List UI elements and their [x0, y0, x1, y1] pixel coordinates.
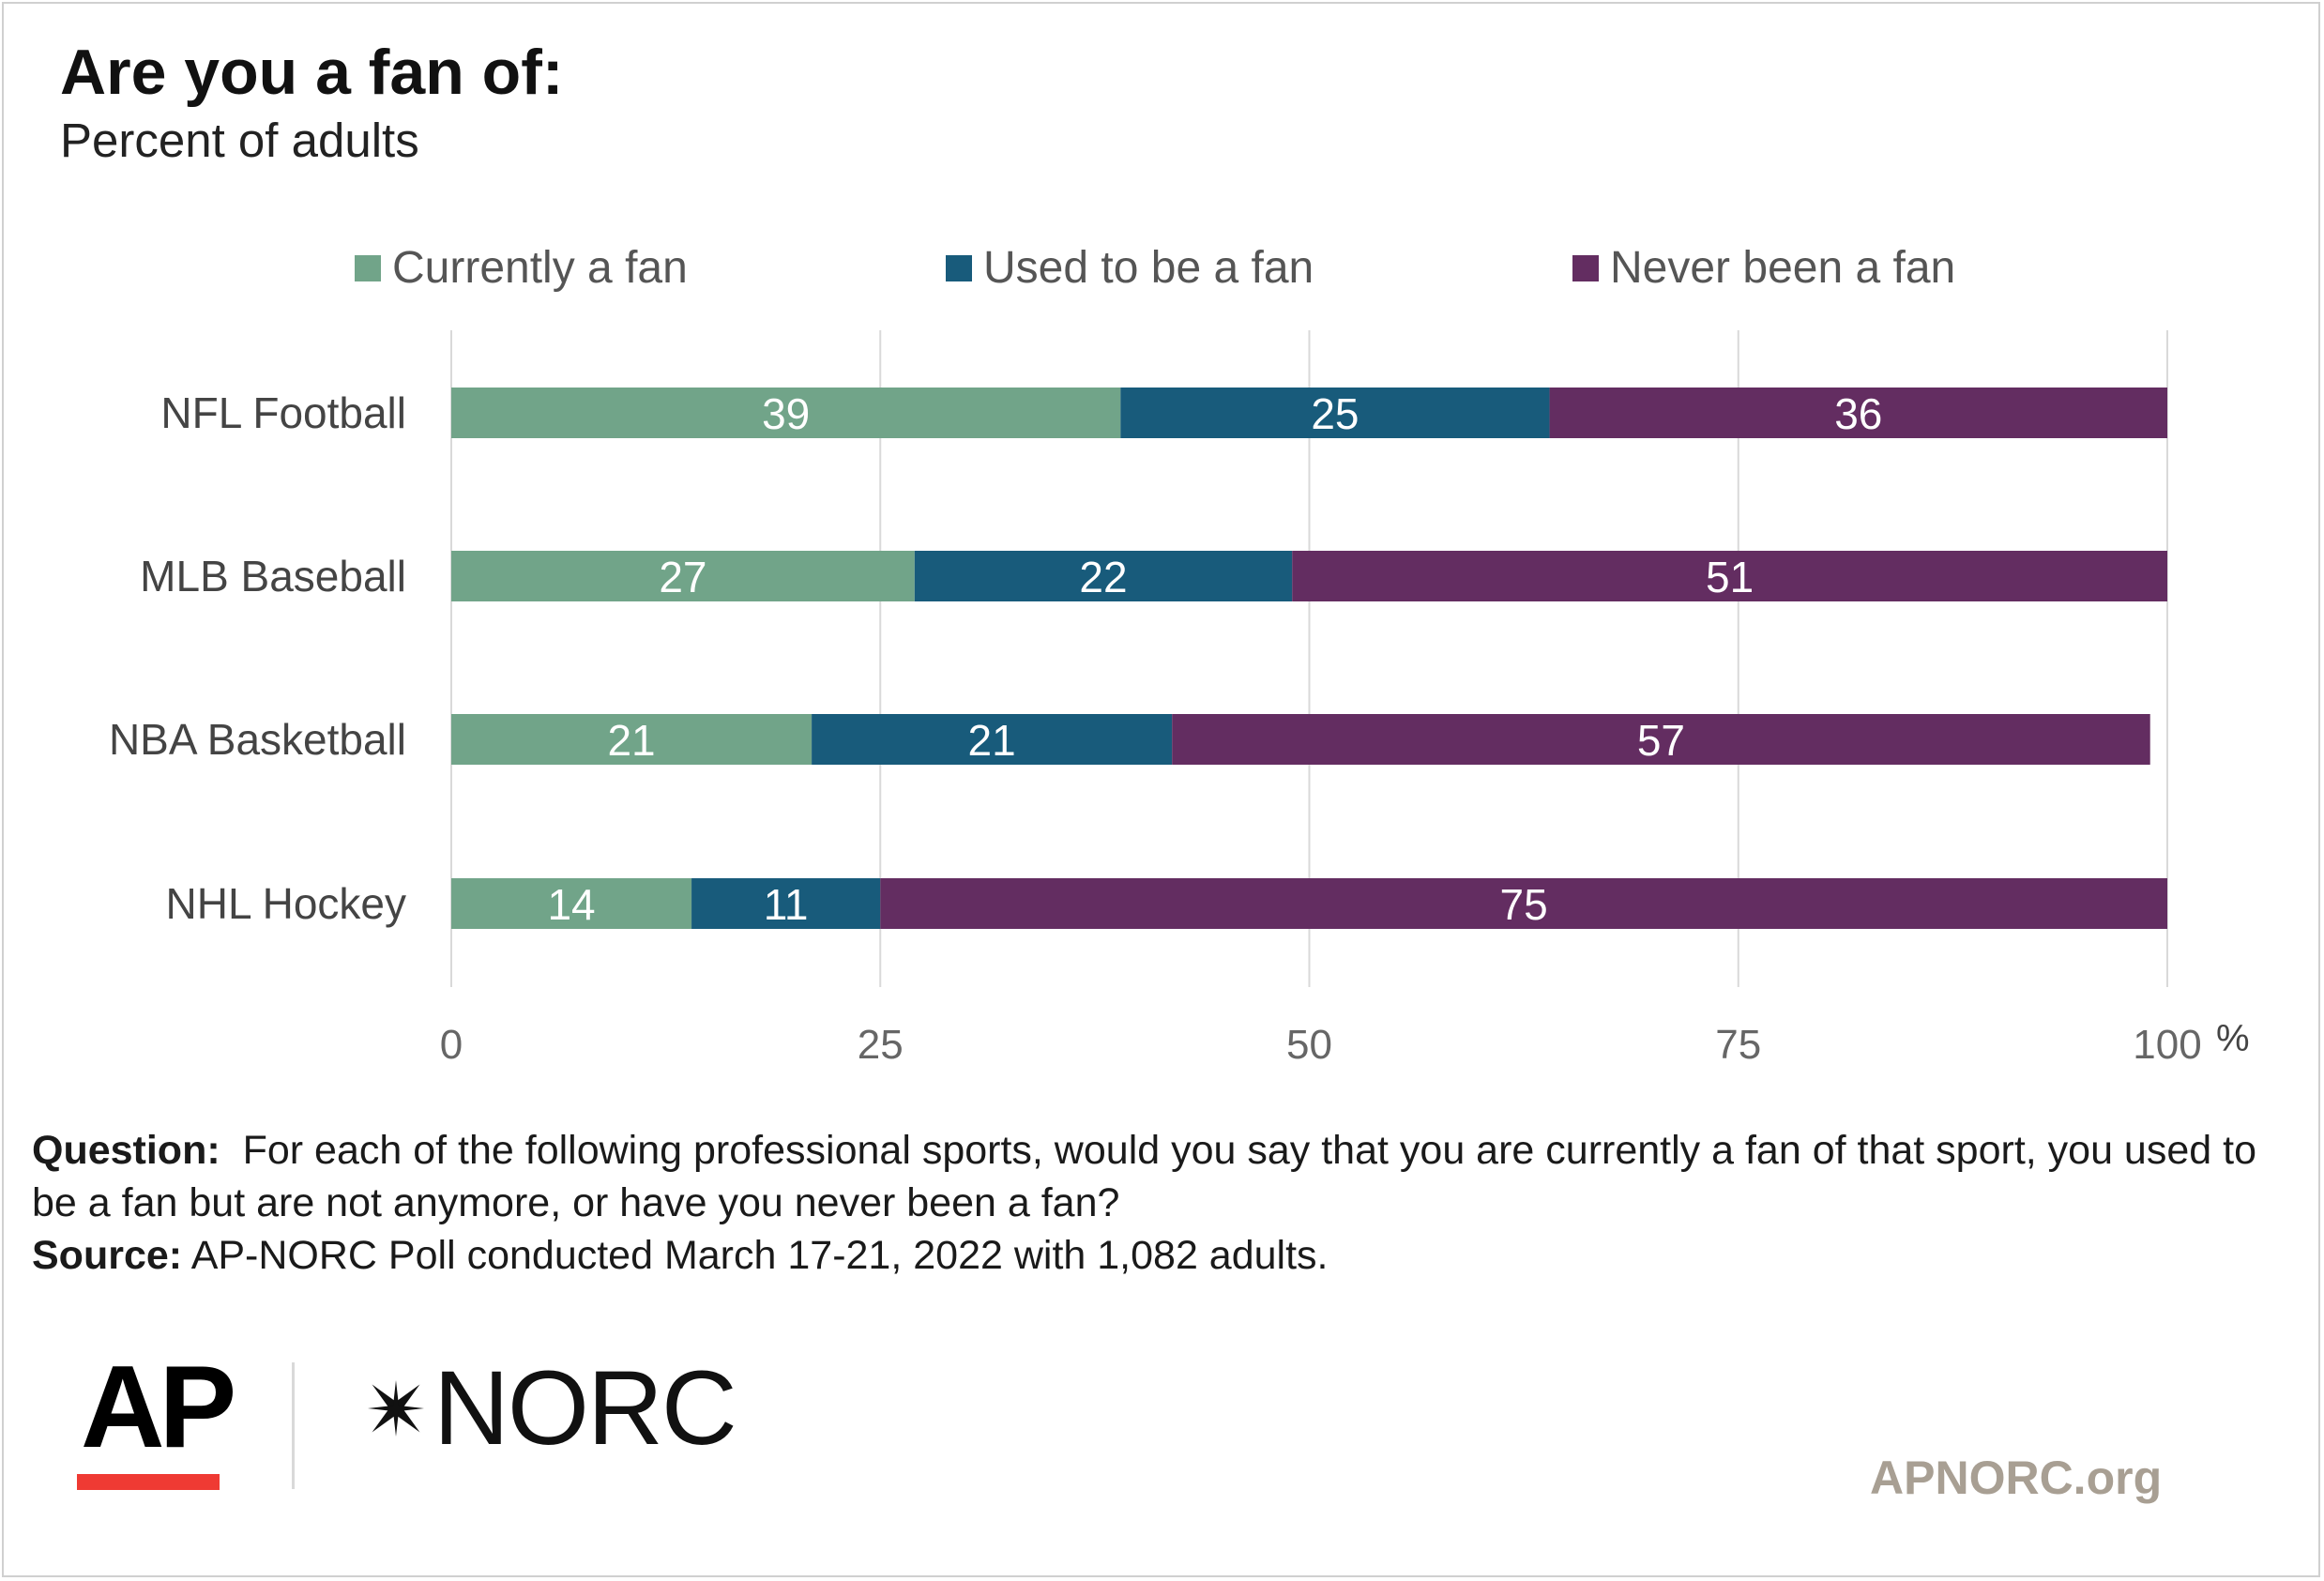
bar-segment	[451, 551, 915, 601]
category-label: NHL Hockey	[166, 879, 406, 928]
ap-logo: AP	[81, 1343, 236, 1472]
question-note: Question: For each of the following prof…	[32, 1124, 2284, 1229]
bar-value-label: 39	[762, 389, 810, 438]
bar-segment	[451, 388, 1121, 438]
chart-subtitle: Percent of adults	[60, 114, 419, 167]
question-label: Question:	[32, 1128, 220, 1173]
chart-title: Are you a fan of:	[60, 37, 564, 108]
legend-label-used-to-be: Used to be a fan	[983, 243, 1314, 293]
bar-segment	[1120, 388, 1550, 438]
bar-segment	[451, 714, 813, 765]
bar-value-label: 36	[1834, 389, 1882, 438]
site-url: APNORC.org	[1870, 1452, 2163, 1504]
stacked-bar-chart: 0 25 50 75 100 % NFL Football 39 25 36 MLB Basebal…	[109, 330, 2250, 1068]
bar-segment	[1549, 388, 2167, 438]
bar-value-label: 22	[1079, 553, 1127, 601]
x-tick-label-75: 75	[1715, 1022, 1761, 1068]
bar-value-label: 14	[547, 880, 595, 929]
chart-notes: Question: For each of the following prof…	[32, 1124, 2284, 1282]
legend-label-currently: Currently a fan	[392, 243, 688, 293]
category-label: NFL Football	[160, 388, 406, 437]
source-note: Source: AP-NORC Poll conducted March 17-…	[32, 1229, 2284, 1282]
category-label: NBA Basketball	[109, 715, 406, 764]
source-text: AP-NORC Poll conducted March 17-21, 2022…	[190, 1233, 1329, 1278]
x-tick-label-0: 0	[440, 1022, 463, 1068]
legend-item-currently: Currently a fan	[355, 242, 688, 294]
bar-segment	[691, 878, 881, 929]
x-unit-label: %	[2216, 1018, 2250, 1059]
category-label: MLB Baseball	[140, 552, 406, 600]
bar-segment	[914, 551, 1293, 601]
bar-segment	[451, 878, 692, 929]
x-tick-label-100: 100	[2133, 1022, 2201, 1068]
bar-value-label: 27	[659, 553, 706, 601]
norc-logo: NORC	[358, 1347, 737, 1469]
question-text: For each of the following professional s…	[32, 1128, 2256, 1225]
bar-segment	[1292, 551, 2167, 601]
bar-value-label: 25	[1311, 389, 1359, 438]
x-tick-label-50: 50	[1286, 1022, 1332, 1068]
source-label: Source:	[32, 1233, 183, 1278]
legend-label-never: Never been a fan	[1610, 243, 1956, 293]
legend-item-never: Never been a fan	[1572, 242, 1955, 294]
bar-segment	[880, 878, 2167, 929]
legend-swatch-currently	[355, 254, 381, 281]
bar-value-label: 21	[968, 716, 1016, 765]
bar-segment	[1172, 714, 2150, 765]
legend-swatch-never	[1572, 254, 1599, 281]
logo-divider	[292, 1362, 295, 1489]
bar-value-label: 51	[1706, 553, 1754, 601]
bar-segment	[812, 714, 1173, 765]
legend-swatch-used-to-be	[946, 254, 972, 281]
bar-value-label: 21	[607, 716, 655, 765]
bar-value-label: 11	[764, 880, 809, 929]
ap-logo-bar	[77, 1474, 220, 1490]
bar-value-label: 57	[1637, 716, 1685, 765]
norc-star-icon	[368, 1380, 424, 1437]
norc-logo-text: NORC	[433, 1349, 737, 1467]
x-tick-label-25: 25	[858, 1022, 904, 1068]
legend-item-used-to-be: Used to be a fan	[946, 242, 1314, 294]
bar-value-label: 75	[1500, 880, 1548, 929]
